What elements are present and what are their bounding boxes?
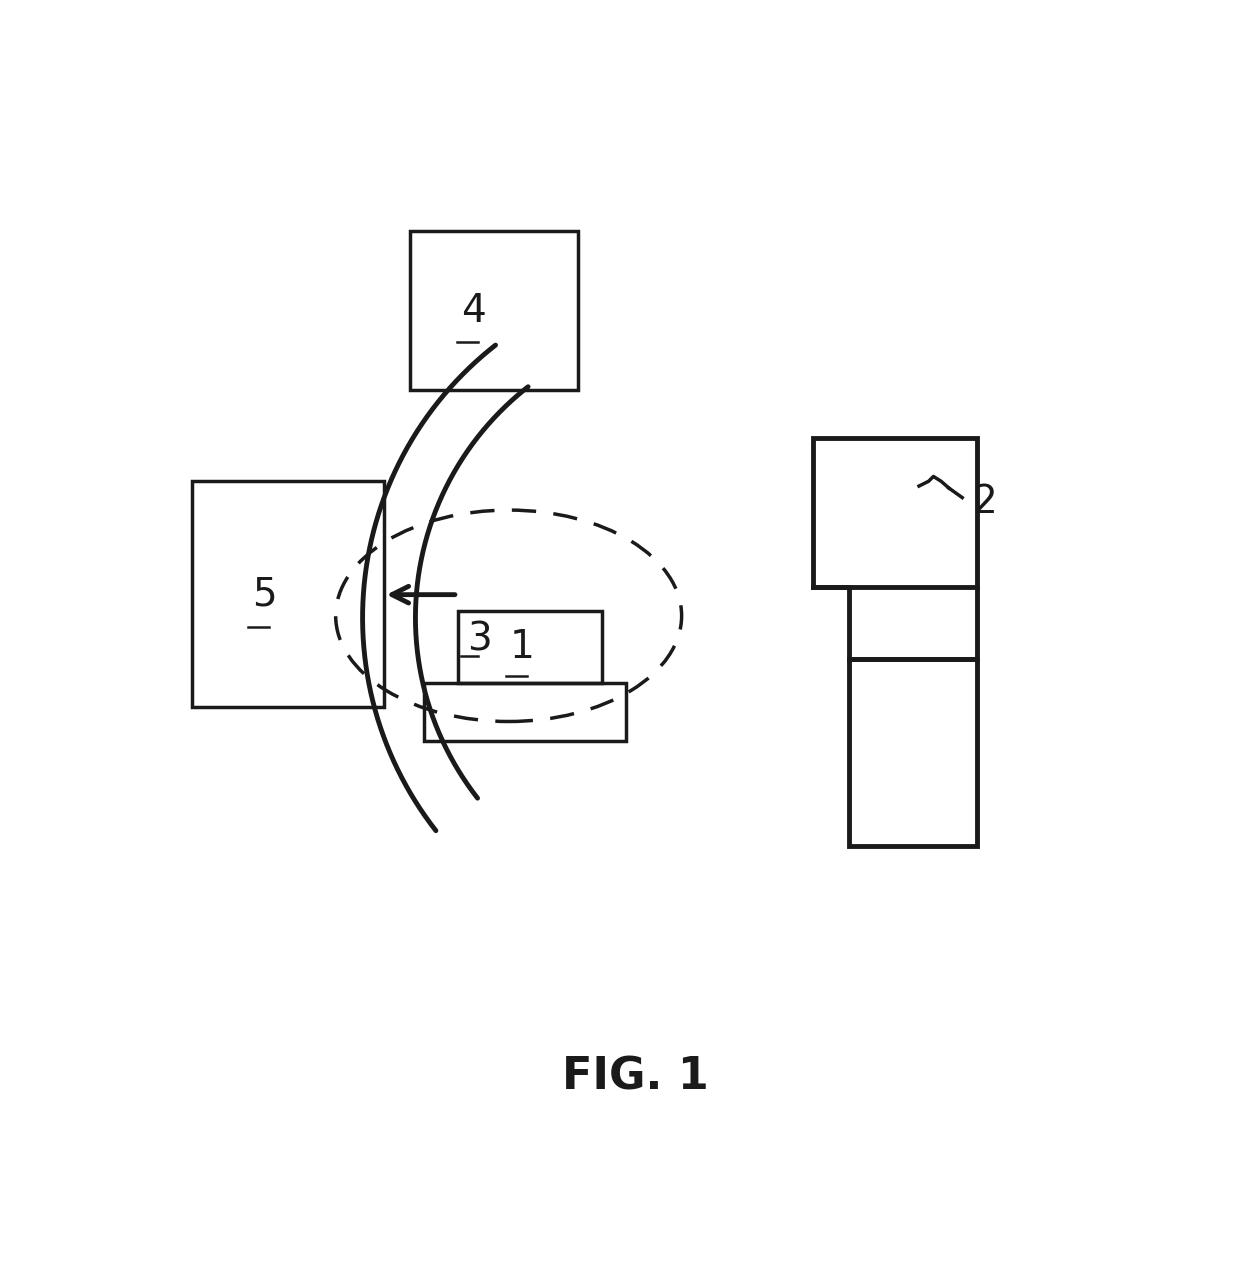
Text: 1: 1 bbox=[510, 628, 534, 666]
Text: 3: 3 bbox=[467, 621, 492, 658]
Bar bbox=[813, 439, 977, 586]
Bar bbox=[849, 658, 977, 846]
Text: 2: 2 bbox=[972, 484, 997, 521]
Bar bbox=[424, 683, 626, 741]
Bar bbox=[458, 611, 601, 683]
Text: FIG. 1: FIG. 1 bbox=[562, 1056, 709, 1098]
Bar bbox=[409, 231, 578, 390]
Bar bbox=[191, 481, 383, 707]
Text: 5: 5 bbox=[252, 575, 277, 613]
Text: 4: 4 bbox=[461, 292, 486, 329]
